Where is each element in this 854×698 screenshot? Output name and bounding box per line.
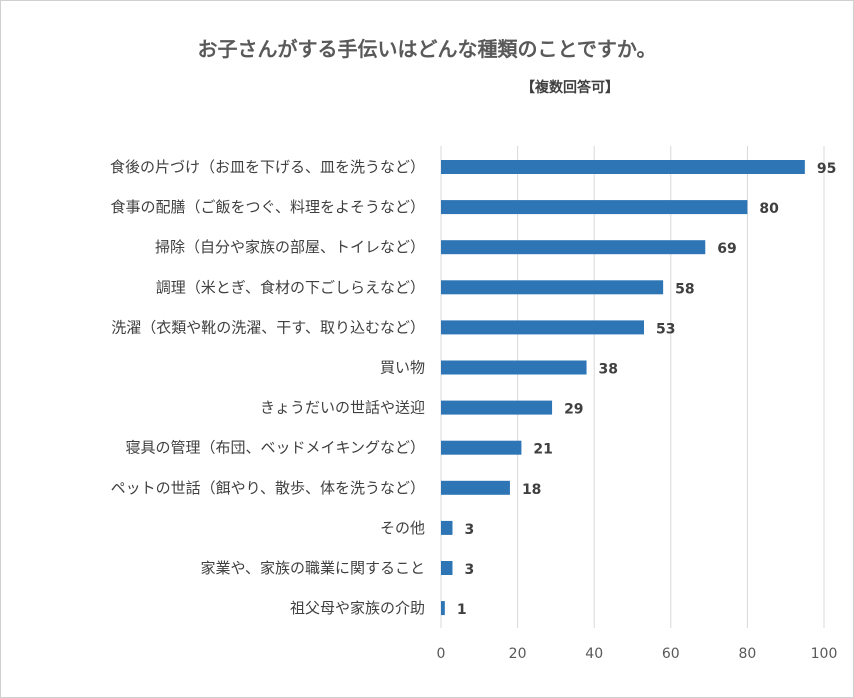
bar bbox=[441, 320, 644, 335]
data-label: 3 bbox=[464, 562, 474, 578]
category-label: きょうだいの世話や送迎 bbox=[260, 399, 425, 417]
category-label: 調理（米とぎ、食材の下ごしらえなど） bbox=[156, 278, 425, 296]
data-label: 29 bbox=[564, 402, 583, 418]
data-label: 95 bbox=[817, 161, 836, 177]
chart-subtitle: 【複数回答可】 bbox=[521, 80, 619, 96]
data-label: 3 bbox=[464, 522, 474, 538]
category-label: 寝具の管理（布団、ベッドメイキングなど） bbox=[125, 439, 425, 457]
category-label: 祖父母や家族の介助 bbox=[290, 599, 425, 617]
data-label: 1 bbox=[457, 602, 467, 618]
x-tick-label: 100 bbox=[811, 646, 838, 662]
category-label: 掃除（自分や家族の部屋、トイレなど） bbox=[155, 238, 425, 256]
bar bbox=[441, 280, 664, 295]
bar bbox=[441, 200, 748, 215]
x-tick-label: 40 bbox=[585, 646, 603, 662]
bar bbox=[441, 240, 706, 255]
category-label: その他 bbox=[380, 519, 425, 537]
category-label: 食事の配膳（ご飯をつぐ、料理をよそうなど） bbox=[110, 198, 425, 216]
bar bbox=[441, 400, 553, 415]
category-label: 洗濯（衣類や靴の洗濯、干す、取り込むなど） bbox=[111, 318, 425, 336]
bar bbox=[441, 440, 522, 455]
bar bbox=[441, 160, 805, 174]
category-label: ペットの世話（餌やり、散歩、体を洗うなど） bbox=[111, 479, 425, 497]
x-tick-label: 20 bbox=[509, 646, 527, 662]
category-label: 家業や、家族の職業に関すること bbox=[200, 559, 425, 577]
data-label: 80 bbox=[759, 201, 779, 217]
category-label: 買い物 bbox=[380, 359, 425, 377]
bar bbox=[441, 601, 445, 616]
data-label: 69 bbox=[717, 241, 736, 257]
bar bbox=[441, 480, 510, 495]
data-label: 38 bbox=[599, 362, 618, 378]
x-tick-label: 0 bbox=[437, 646, 446, 662]
data-label: 53 bbox=[656, 321, 675, 337]
x-tick-label: 80 bbox=[738, 646, 756, 662]
data-label: 18 bbox=[522, 482, 541, 498]
bar bbox=[441, 561, 453, 575]
data-label: 21 bbox=[533, 442, 552, 458]
bar bbox=[441, 520, 453, 535]
data-label: 58 bbox=[675, 281, 694, 297]
bar bbox=[441, 360, 587, 375]
x-tick-label: 60 bbox=[662, 646, 680, 662]
chart-title: お子さんがする手伝いはどんな種類のことですか。 bbox=[197, 37, 657, 61]
category-label: 食後の片づけ（お皿を下げる、皿を洗うなど） bbox=[110, 158, 425, 176]
